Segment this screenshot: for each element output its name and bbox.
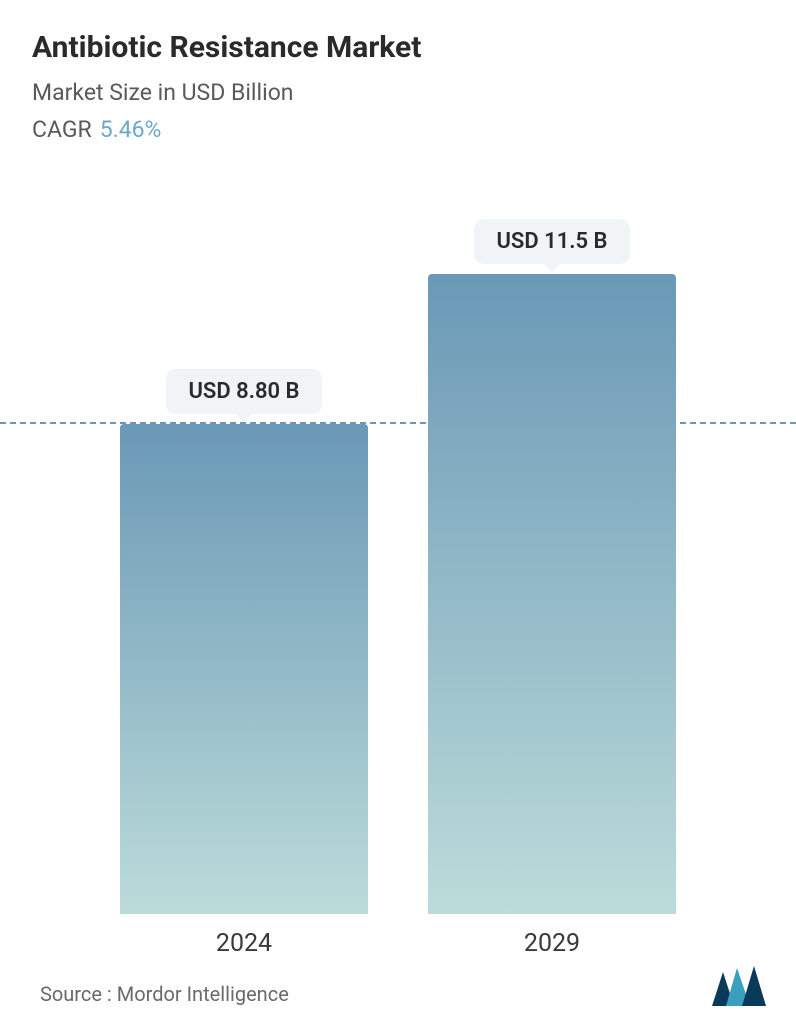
- brand-logo-icon: [712, 966, 766, 1006]
- reference-line: [0, 422, 796, 424]
- bar: [120, 424, 368, 914]
- chart-area: USD 8.80 B2024USD 11.5 B2029: [0, 200, 796, 914]
- x-axis-label: 2029: [524, 929, 580, 958]
- x-axis-label: 2024: [216, 929, 272, 958]
- bar: [428, 274, 676, 914]
- chart-title: Antibiotic Resistance Market: [32, 30, 764, 65]
- bar-group: USD 8.80 B2024: [120, 369, 368, 914]
- cagr-value: 5.46%: [100, 116, 162, 143]
- bars-container: USD 8.80 B2024USD 11.5 B2029: [60, 200, 736, 914]
- bar-group: USD 11.5 B2029: [428, 219, 676, 914]
- cagr-line: CAGR 5.46%: [32, 116, 764, 143]
- cagr-label: CAGR: [32, 116, 92, 143]
- source-text: Source : Mordor Intelligence: [40, 982, 289, 1006]
- bar-value-label: USD 8.80 B: [166, 369, 321, 414]
- bar-value-label: USD 11.5 B: [474, 219, 629, 264]
- chart-subtitle: Market Size in USD Billion: [32, 79, 764, 106]
